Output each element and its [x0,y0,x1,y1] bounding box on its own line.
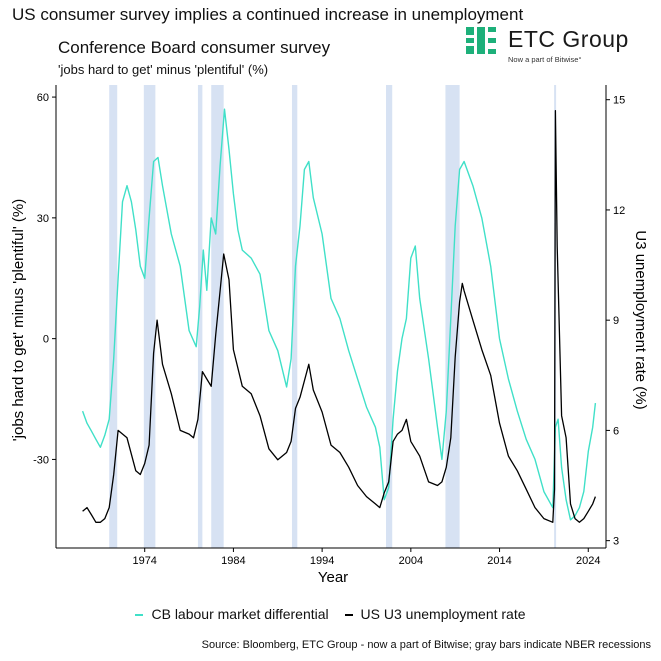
y-right-tick-label-15: 15 [613,95,625,107]
x-tick-label-2004: 2004 [399,555,423,567]
etc-group-logo: ETC Group Now a part of Bitwise° [466,26,646,66]
y-right-tick-label-6: 6 [613,425,619,437]
logo-name: ETC Group [508,26,629,52]
recession-bars [109,85,557,548]
x-tick-label-1974: 1974 [132,555,156,567]
recession-bar-2 [197,85,203,548]
legend-swatch-u3 [344,614,353,617]
legend-label-cb: CB labour market differential [151,606,329,622]
legend: CB labour market differential US U3 unem… [0,606,661,622]
series-lines [81,108,597,523]
y-axis-left-label: 'jobs hard to get' minus 'plentiful' (%) [10,199,27,441]
x-tick-label-1984: 1984 [221,555,245,567]
axes: 1974 1984 1994 2004 2014 2024 -30 0 30 60 3 6 9 12 15 [33,85,625,567]
y-left-tick-label-0: 0 [43,334,49,346]
y-right-tick-label-9: 9 [613,315,619,327]
legend-swatch-cb [135,614,144,617]
recession-bar-5 [386,85,393,548]
chart-title: Conference Board consumer survey [58,38,331,57]
etc-logo-mark-icon [466,27,496,54]
y-axis-right-label: U3 unemployment rate (%) [632,230,649,409]
chart-subtitle: 'jobs hard to get' minus 'plentiful' (%) [58,62,269,77]
logo-tagline: Now a part of Bitwise° [508,55,582,64]
y-left-tick-label-30: 30 [37,213,49,225]
recession-bar-4 [291,85,298,548]
x-tick-label-2024: 2024 [576,555,600,567]
x-tick-label-1994: 1994 [310,555,334,567]
y-right-tick-label-3: 3 [613,536,619,548]
y-left-tick-label--30: -30 [33,454,49,466]
series-line-1 [82,110,597,523]
legend-label-u3: US U3 unemployment rate [360,606,526,622]
x-axis-label: Year [318,569,348,586]
series-line-0 [81,108,597,521]
x-tick-label-2014: 2014 [487,555,511,567]
legend-item-cb: CB labour market differential [135,606,329,622]
y-left-tick-label-60: 60 [37,92,49,104]
legend-item-u3: US U3 unemployment rate [344,606,526,622]
recession-bar-0 [109,85,118,548]
recession-bar-6 [445,85,460,548]
y-right-tick-label-12: 12 [613,205,625,217]
headline: US consumer survey implies a continued i… [12,5,524,24]
source-note: Source: Bloomberg, ETC Group - now a par… [201,639,651,651]
recession-bar-1 [143,85,156,548]
